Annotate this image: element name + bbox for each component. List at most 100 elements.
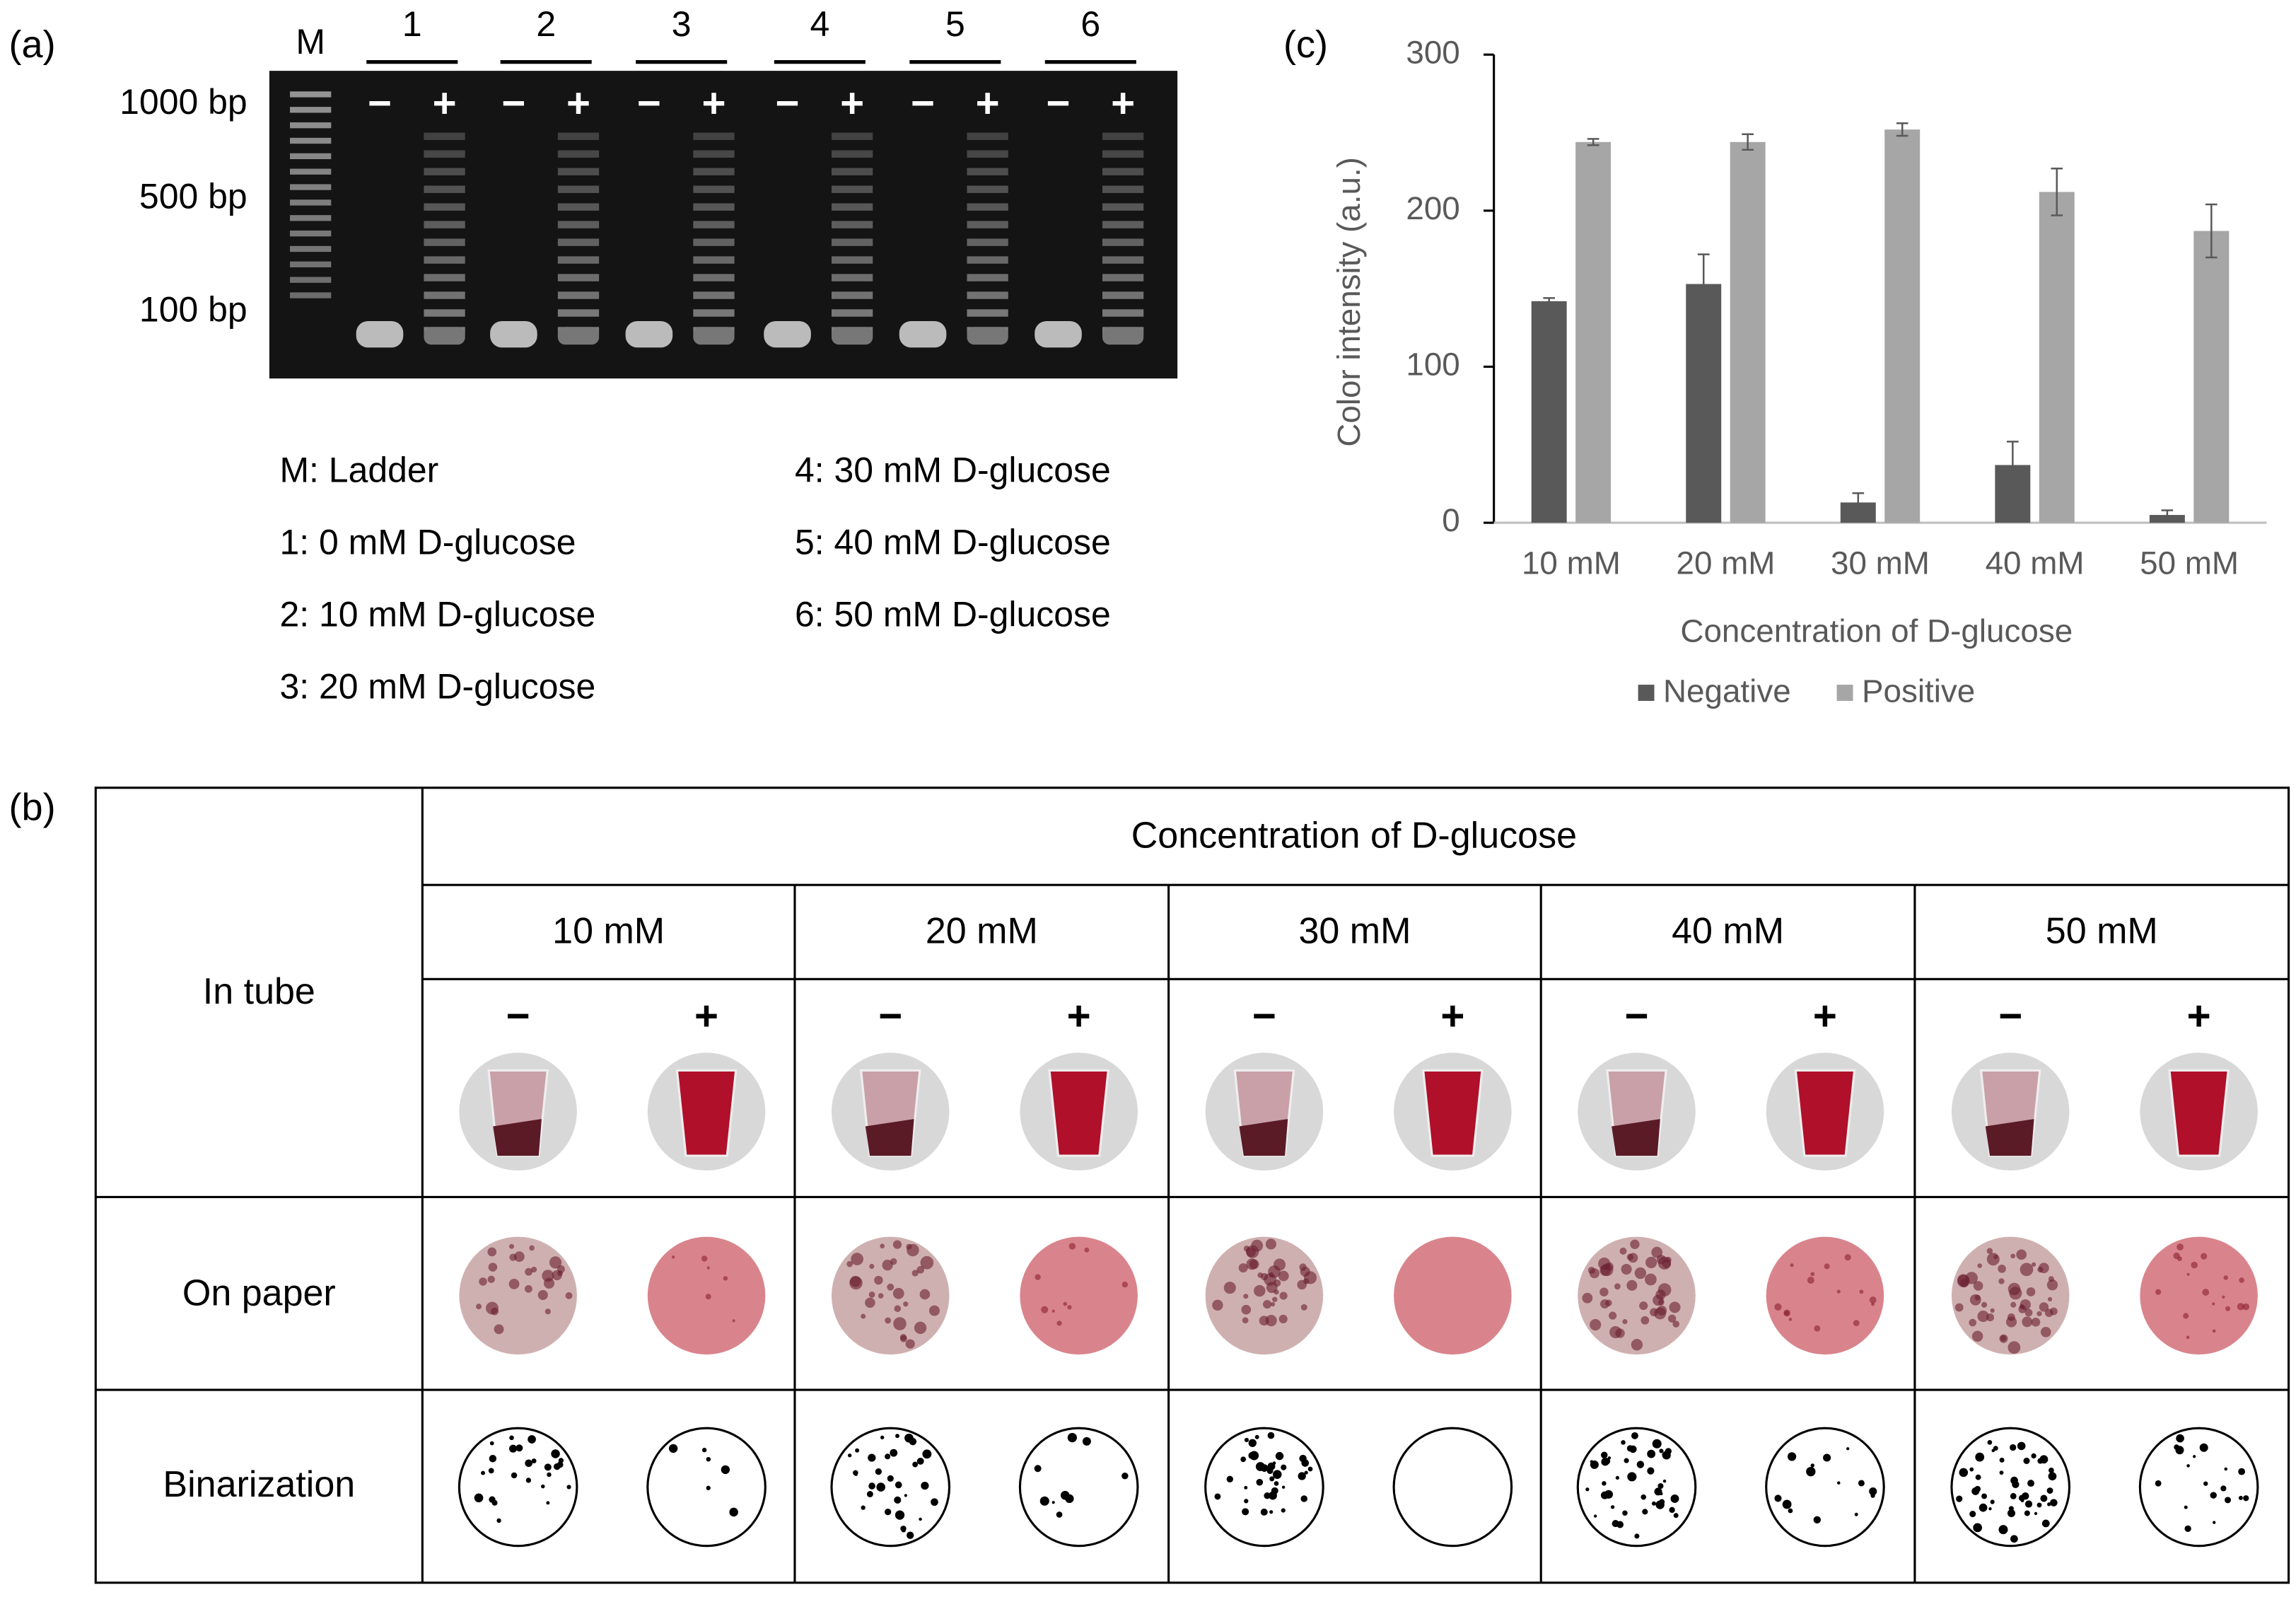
paper-spot (851, 1253, 863, 1265)
binary-speck (1298, 1472, 1306, 1480)
paper-spot (1621, 1263, 1632, 1275)
primer-band (693, 327, 735, 345)
tube (2168, 1069, 2230, 1157)
binary-speck (1622, 1510, 1628, 1516)
bar (2039, 192, 2075, 523)
amplicon-band (424, 185, 465, 193)
paper-spot (1954, 1303, 1964, 1312)
paper-photo (1766, 1236, 1884, 1355)
paper-spot (1263, 1300, 1272, 1309)
binary-speck (1594, 1514, 1597, 1518)
binarized-image (1765, 1427, 1885, 1548)
y-tick-label: 200 (1406, 190, 1459, 226)
paper-spot (1645, 1256, 1657, 1269)
binary-speck (2012, 1480, 2020, 1489)
primer-band (356, 320, 404, 348)
primer-band (625, 320, 673, 348)
lane-legend: M: Ladder (279, 451, 438, 490)
paper-spot (2191, 1261, 2198, 1269)
error-bar (1896, 122, 1909, 137)
amplicon-band (693, 168, 735, 175)
binary-speck (922, 1449, 932, 1459)
bar (2193, 231, 2230, 523)
amplicon-band (831, 132, 873, 140)
binary-speck (474, 1493, 484, 1503)
amplicon-band (831, 274, 873, 281)
paper-spot (878, 1293, 884, 1299)
paper-spot (906, 1243, 912, 1250)
paper-spot (2022, 1316, 2033, 1328)
binary-speck (2193, 1455, 2196, 1458)
paper-spot (508, 1278, 520, 1289)
column-header: 10 mM (552, 911, 665, 952)
row-label: Binarization (163, 1464, 355, 1505)
error-bar (1587, 138, 1599, 146)
paper-spot (1251, 1239, 1264, 1252)
paper-spot (1041, 1306, 1049, 1313)
amplicon-band (967, 291, 1008, 299)
binary-speck (1869, 1487, 1877, 1496)
binary-speck (894, 1496, 902, 1504)
ladder-band (290, 153, 332, 160)
paper-spot (880, 1243, 885, 1249)
amplicon-band (831, 256, 873, 264)
binary-speck (1631, 1432, 1638, 1439)
paper-spot (2040, 1326, 2051, 1337)
amplicon-band (557, 132, 600, 140)
paper-spot (2186, 1335, 2190, 1340)
paper-spot (491, 1307, 499, 1316)
paper-photo (1205, 1236, 1324, 1355)
paper-spot (565, 1292, 573, 1299)
amplicon-band (424, 291, 465, 299)
binary-speck (2022, 1492, 2029, 1500)
paper-spot (2225, 1306, 2231, 1311)
paper-spot (2010, 1253, 2016, 1259)
binary-speck (2184, 1525, 2191, 1533)
ladder-band (290, 137, 332, 144)
error-bar (2007, 441, 2019, 489)
binary-speck (1121, 1473, 1129, 1480)
paper-spot (893, 1317, 907, 1330)
binary-speck (1823, 1453, 1831, 1462)
paper-spot (1871, 1302, 1875, 1306)
paper-spot (1614, 1283, 1621, 1290)
panel-label: (a) (8, 23, 55, 66)
x-tick-label: 10 mM (1522, 545, 1621, 581)
binary-speck (1244, 1485, 1248, 1490)
paper-spot (732, 1319, 735, 1323)
paper-spot (1266, 1282, 1278, 1294)
paper-spot (914, 1321, 927, 1335)
paper-spot (1824, 1263, 1830, 1270)
paper-spot (531, 1266, 537, 1273)
paper-spot (1243, 1294, 1249, 1299)
paper-photo (1020, 1236, 1138, 1355)
paper-spot (1631, 1339, 1643, 1351)
binary-speck (2050, 1499, 2058, 1507)
paper-spot (1810, 1272, 1815, 1277)
primer-band (1035, 320, 1082, 348)
legend-swatch (1836, 685, 1853, 701)
paper-photo (1578, 1236, 1696, 1355)
binary-speck (1998, 1525, 2008, 1535)
binary-speck (1590, 1460, 1594, 1463)
legend-label: Positive (1862, 673, 1975, 709)
paper-spot (1257, 1272, 1264, 1278)
paper-spot (1971, 1330, 1983, 1342)
column-header: 50 mM (2046, 911, 2158, 952)
binary-speck (1082, 1436, 1091, 1446)
binary-speck (1979, 1503, 1988, 1512)
binary-speck (1810, 1463, 1814, 1468)
paper-spot (2222, 1295, 2225, 1299)
binary-speck (525, 1478, 532, 1483)
paper-spot (1299, 1263, 1307, 1271)
paper-spot (1582, 1292, 1593, 1304)
paper-spot (525, 1284, 532, 1293)
lane-legend: 3: 20 mM D-glucose (279, 667, 595, 707)
amplicon-band (424, 309, 465, 317)
paper-spot (1977, 1310, 1989, 1323)
binary-speck (729, 1507, 738, 1517)
binary-speck (1787, 1452, 1797, 1461)
binary-speck (2010, 1492, 2017, 1499)
amplicon-band (1102, 309, 1144, 317)
binary-speck (1600, 1491, 1609, 1499)
